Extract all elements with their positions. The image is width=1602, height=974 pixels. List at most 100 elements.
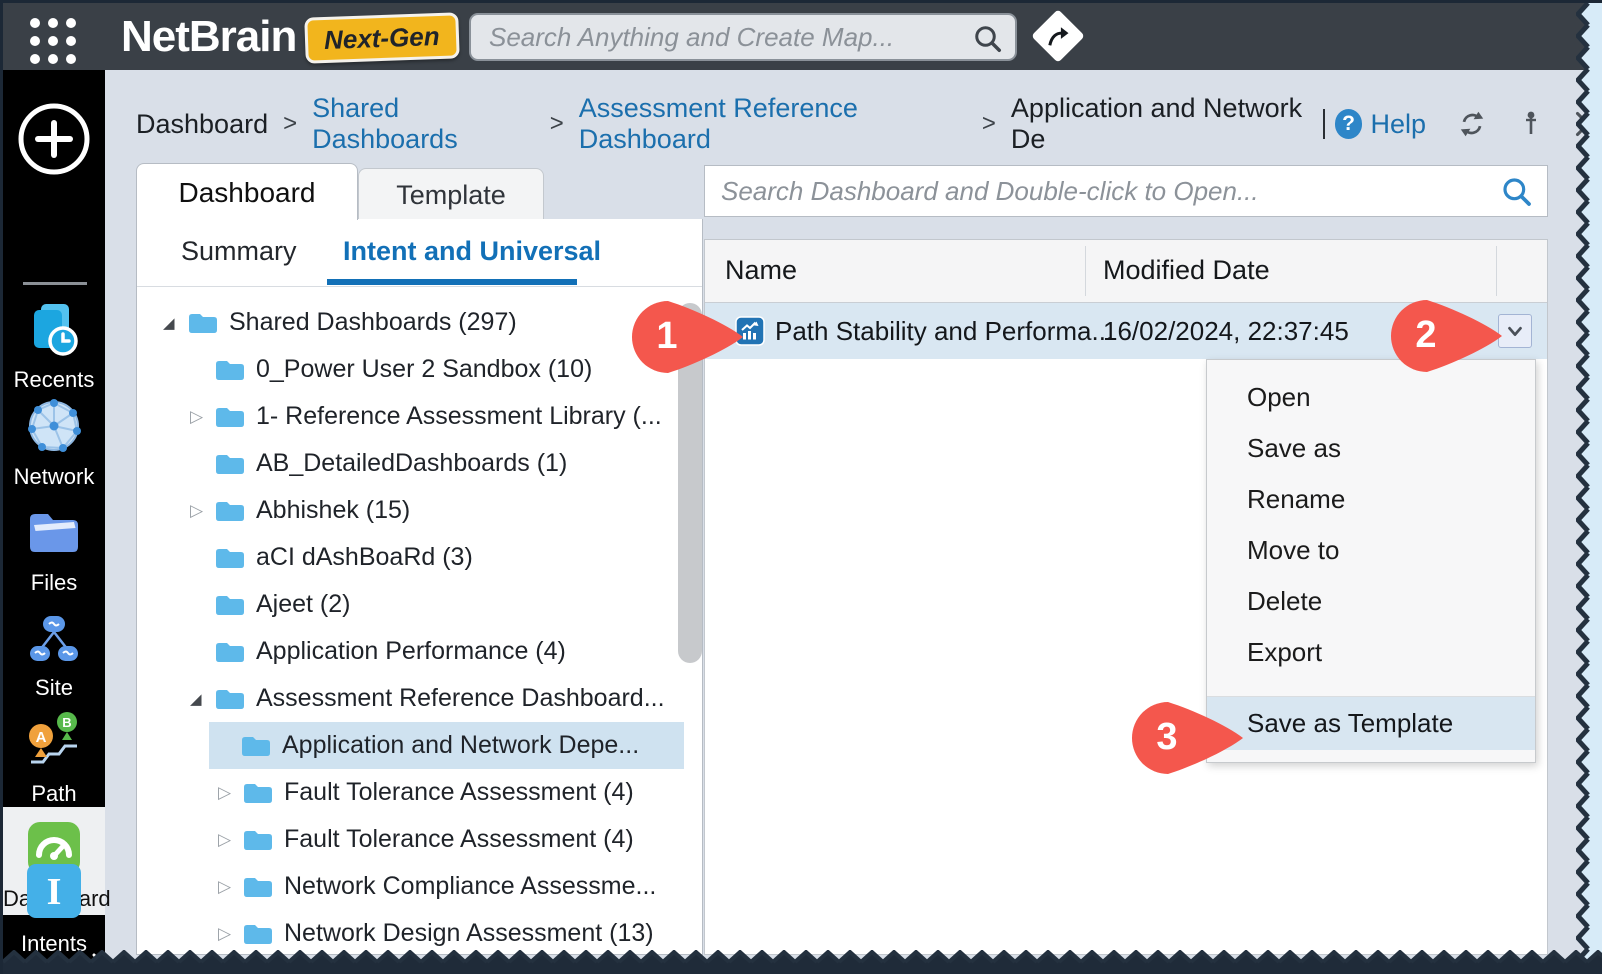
- network-icon: [25, 399, 83, 459]
- tree-item[interactable]: aCI dAshBoaRd (3): [137, 534, 702, 581]
- tab-template[interactable]: Template: [358, 168, 544, 220]
- tree-item-label: Shared Dashboards (297): [229, 308, 517, 336]
- column-header-name[interactable]: Name: [725, 255, 798, 285]
- folder-icon: [242, 828, 272, 852]
- files-folder-icon: [25, 514, 83, 565]
- dashboard-search[interactable]: [704, 165, 1548, 217]
- menu-item-save-as[interactable]: Save as: [1247, 433, 1341, 463]
- tree-item-application-and-network[interactable]: Application and Network Depe...: [209, 722, 684, 769]
- torn-edge-right: [1576, 3, 1602, 974]
- expand-arrow-icon[interactable]: ▷: [218, 782, 232, 802]
- expand-arrow-icon[interactable]: ▷: [218, 876, 232, 896]
- tree-item-label: Application Performance (4): [256, 637, 566, 665]
- row-actions-dropdown-button[interactable]: [1498, 314, 1532, 348]
- tree-item[interactable]: ▷ Network Design Assessment (13): [137, 910, 702, 954]
- tree-item[interactable]: AB_DetailedDashboards (1): [137, 440, 702, 487]
- table-header: Name Modified Date: [705, 240, 1547, 303]
- menu-separator: [1207, 678, 1535, 697]
- active-subtab-underline: [327, 279, 577, 285]
- tree-item[interactable]: ▷ Abhishek (15): [137, 487, 702, 534]
- annotation-number: 1: [656, 315, 678, 357]
- intents-icon: I: [23, 864, 85, 926]
- collapse-arrow-icon[interactable]: ◢: [190, 690, 202, 708]
- tree-item-label: Network Design Assessment (13): [284, 919, 654, 947]
- subtab-bar: Summary Intent and Universal: [137, 219, 702, 287]
- expand-arrow-icon[interactable]: ▷: [190, 500, 204, 520]
- global-search[interactable]: [469, 13, 1017, 61]
- sidebar-divider: [23, 282, 87, 285]
- chevron-down-icon: [1508, 326, 1522, 337]
- left-sidebar: Recents Network: [3, 70, 111, 974]
- search-icon[interactable]: [973, 24, 1003, 59]
- dashboard-chart-icon: [735, 316, 765, 353]
- tree-item[interactable]: Application Performance (4): [137, 628, 702, 675]
- folder-icon: [214, 593, 244, 617]
- expand-arrow-icon[interactable]: ▷: [190, 406, 204, 426]
- sidebar-item-network[interactable]: Network: [3, 397, 105, 490]
- pin-icon[interactable]: [1518, 109, 1544, 139]
- tree-item-label: Abhishek (15): [256, 496, 411, 524]
- menu-item-open[interactable]: Open: [1247, 382, 1311, 412]
- menu-item-save-as-template[interactable]: Save as Template: [1207, 697, 1535, 750]
- collapse-arrow-icon[interactable]: ◢: [163, 314, 175, 332]
- tree-item[interactable]: 0_Power User 2 Sandbox (10): [137, 346, 702, 393]
- tree-item-shared-dashboards[interactable]: ◢ Shared Dashboards (297): [137, 299, 702, 346]
- sidebar-item-recents[interactable]: Recents: [3, 300, 105, 393]
- sidebar-item-label: Network: [13, 464, 95, 489]
- tree-item[interactable]: ▷ Fault Tolerance Assessment (4): [137, 816, 702, 863]
- expand-arrow-icon[interactable]: ▷: [218, 923, 232, 943]
- menu-item-move-to[interactable]: Move to: [1247, 535, 1340, 565]
- svg-text:A: A: [36, 729, 47, 746]
- refresh-icon[interactable]: [1456, 108, 1488, 140]
- menu-item-delete[interactable]: Delete: [1247, 586, 1323, 616]
- search-icon[interactable]: [1501, 176, 1533, 213]
- sidebar-item-intents[interactable]: I Intents: [3, 860, 105, 957]
- row-modified-date: 16/02/2024, 22:37:45: [1103, 316, 1349, 346]
- menu-item-rename[interactable]: Rename: [1247, 484, 1346, 514]
- apps-grid-icon[interactable]: [30, 18, 76, 64]
- add-button[interactable]: [3, 99, 105, 184]
- menu-item-export[interactable]: Export: [1247, 637, 1323, 667]
- breadcrumb-dashboard[interactable]: Dashboard: [136, 108, 269, 139]
- help-icon[interactable]: ?: [1334, 109, 1363, 139]
- folder-icon: [214, 405, 244, 429]
- tree-item[interactable]: Ajeet (2): [137, 581, 702, 628]
- annotation-badge-2: 2: [1390, 297, 1504, 375]
- tree-item-label: Fault Tolerance Assessment (4): [284, 825, 634, 853]
- column-header-modified-date[interactable]: Modified Date: [1103, 255, 1270, 285]
- folder-icon: [242, 781, 272, 805]
- sidebar-item-path[interactable]: B A Path: [3, 710, 105, 807]
- tree-item[interactable]: ▷ 1- Reference Assessment Library (...: [137, 393, 702, 440]
- tree-item-label: AB_DetailedDashboards (1): [256, 449, 568, 477]
- tab-dashboard[interactable]: Dashboard: [136, 163, 358, 220]
- sidebar-item-label: Path: [31, 781, 77, 806]
- breadcrumb: Dashboard > Shared Dashboards > Assessme…: [136, 93, 1602, 154]
- expand-arrow-icon[interactable]: ▷: [218, 829, 232, 849]
- annotation-badge-1: 1: [631, 298, 745, 376]
- dashboard-search-input[interactable]: [705, 166, 1547, 216]
- sidebar-item-label: Files: [30, 570, 78, 595]
- breadcrumb-shared-dashboards[interactable]: Shared Dashboards: [312, 93, 458, 154]
- subtab-intent-and-universal[interactable]: Intent and Universal: [343, 236, 602, 266]
- global-search-input[interactable]: [471, 15, 1015, 59]
- svg-text:I: I: [47, 871, 62, 913]
- sidebar-item-label: Site: [35, 675, 73, 700]
- tree-item[interactable]: ▷ Fault Tolerance Assessment (4): [137, 769, 702, 816]
- folder-icon: [214, 452, 244, 476]
- tree-item-label: 1- Reference Assessment Library (...: [256, 402, 662, 430]
- subtab-summary[interactable]: Summary: [181, 236, 297, 266]
- tree-item-label: Fault Tolerance Assessment (4): [284, 778, 634, 806]
- tree-item-assessment-reference[interactable]: ◢ Assessment Reference Dashboard...: [137, 675, 702, 722]
- sidebar-item-site[interactable]: Site: [3, 608, 105, 701]
- help-link[interactable]: Help: [1370, 108, 1426, 139]
- row-name: Path Stability and Performa...: [775, 316, 1114, 346]
- share-redirect-icon[interactable]: [1031, 9, 1085, 63]
- tree-item[interactable]: ▷ Network Compliance Assessme...: [137, 863, 702, 910]
- breadcrumb-assessment-reference[interactable]: Assessment Reference Dashboard: [578, 93, 858, 154]
- folder-tree: ◢ Shared Dashboards (297) 0_Power User 2…: [137, 299, 702, 954]
- folder-icon: [214, 640, 244, 664]
- context-menu: Open Save as Rename Move to Delete Expor…: [1206, 359, 1536, 763]
- sidebar-item-files[interactable]: Files: [3, 503, 105, 596]
- context-menu-list: Open Save as Rename Move to Delete Expor…: [1207, 360, 1535, 678]
